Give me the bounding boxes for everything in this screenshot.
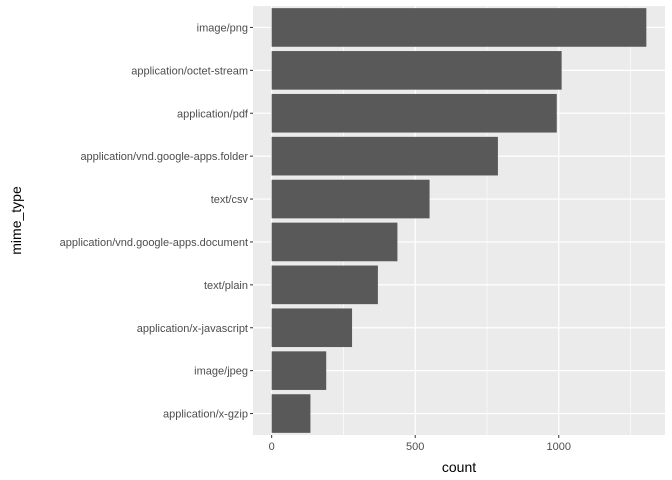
bar [271, 93, 557, 133]
y-axis: image/png application/octet-stream applica… [60, 22, 253, 421]
bar [271, 265, 378, 305]
y-tick-label: application/vnd.google-apps.document [60, 237, 248, 249]
y-tick-label: text/plain [204, 280, 248, 292]
bar [271, 308, 353, 348]
y-tick-label: application/octet-stream [131, 65, 248, 77]
x-tick-label: 0 [269, 441, 275, 453]
bar [271, 394, 311, 433]
bar [271, 351, 327, 390]
x-axis-title: count [442, 459, 476, 475]
bar [271, 51, 562, 90]
y-tick-label: application/x-javascript [137, 323, 248, 335]
y-tick-label: application/pdf [177, 108, 249, 120]
y-tick-label: text/csv [211, 194, 249, 206]
bars [271, 8, 647, 433]
y-tick-label: image/jpeg [194, 366, 248, 378]
bar [271, 222, 398, 262]
x-tick-label: 500 [406, 441, 424, 453]
x-tick-label: 1000 [547, 441, 571, 453]
y-tick-label: application/x-gzip [163, 409, 248, 421]
bar [271, 136, 498, 176]
y-tick-label: application/vnd.google-apps.folder [80, 151, 248, 163]
y-axis-title: mime_type [8, 186, 24, 255]
bar [271, 8, 647, 47]
y-tick-label: image/png [197, 22, 248, 34]
x-axis: 0 500 1000 [269, 435, 571, 453]
bar [271, 179, 430, 219]
